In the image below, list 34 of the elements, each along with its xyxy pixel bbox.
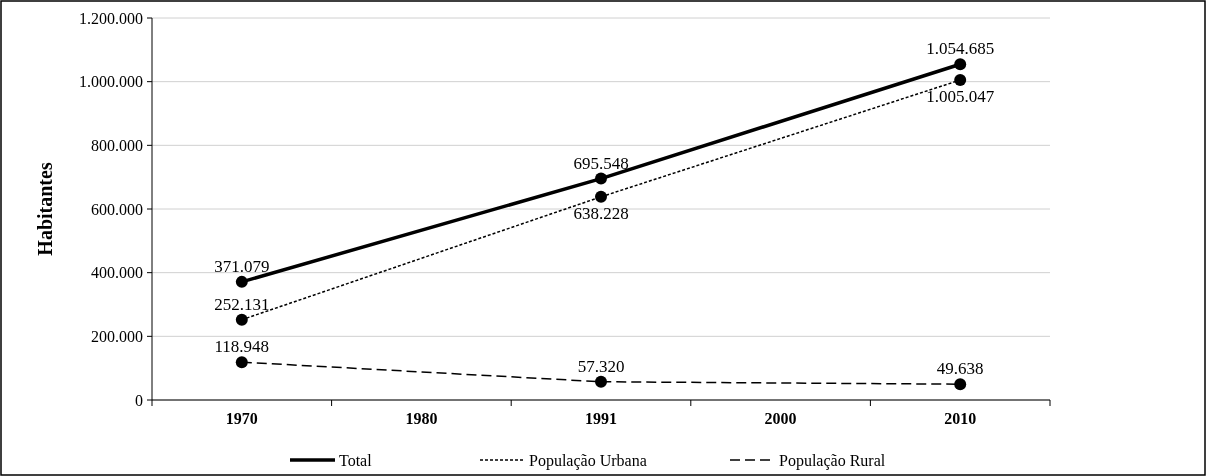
y-tick-label: 600.000 <box>91 200 143 218</box>
point <box>595 375 607 388</box>
point <box>235 313 248 326</box>
data-label: 638.228 <box>573 203 629 223</box>
legend-label: População Urbana <box>529 451 647 470</box>
data-label: 371.079 <box>214 256 270 276</box>
data-label: 49.638 <box>936 359 984 379</box>
y-tick-label: 800.000 <box>91 136 143 154</box>
legend-label: Total <box>339 451 373 469</box>
y-axis-title: Habitantes <box>34 162 56 256</box>
x-tick-label: 1980 <box>405 410 438 427</box>
y-tick-label: 1.000.000 <box>79 73 143 91</box>
data-label: 1.005.047 <box>926 87 995 107</box>
point <box>235 356 248 369</box>
point <box>954 58 967 71</box>
y-tick-label: 400.000 <box>91 264 143 282</box>
data-label: 695.548 <box>573 153 629 173</box>
x-tick-label: 1970 <box>225 410 258 427</box>
point <box>235 275 248 288</box>
point <box>954 378 967 391</box>
data-label: 252.131 <box>214 294 270 314</box>
point <box>954 74 967 87</box>
y-tick-label: 200.000 <box>91 327 143 345</box>
legend-label: População Rural <box>779 451 886 470</box>
point <box>595 190 607 203</box>
x-tick-label: 2000 <box>764 410 797 427</box>
y-tick-label: 0 <box>135 391 143 409</box>
data-label: 1.054.685 <box>926 39 995 59</box>
data-label: 57.320 <box>577 356 625 376</box>
x-tick-label: 2010 <box>944 410 977 427</box>
y-tick-label: 1.200.000 <box>79 9 143 27</box>
point <box>595 172 607 185</box>
x-tick-label: 1991 <box>585 410 617 427</box>
data-label: 118.948 <box>214 337 270 357</box>
